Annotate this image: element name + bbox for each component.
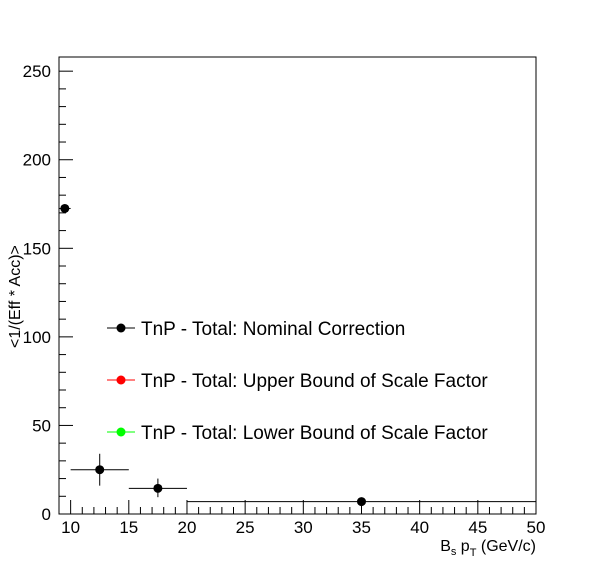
- x-tick-label: 15: [119, 518, 138, 537]
- legend-entry-nominal: TnP - Total: Nominal Correction: [107, 319, 405, 340]
- y-tick-label: 100: [23, 328, 51, 347]
- x-axis-title: Bs pT (GeV/c): [440, 538, 536, 559]
- legend-marker-upper: [116, 375, 126, 385]
- data-point: [70, 453, 129, 486]
- y-tick-label: 150: [23, 239, 51, 258]
- x-tick-label: 45: [468, 518, 487, 537]
- legend-entry-upper: TnP - Total: Upper Bound of Scale Factor: [107, 371, 488, 392]
- data-point: [128, 478, 187, 498]
- data-point: [59, 203, 71, 213]
- point-marker: [356, 497, 366, 507]
- x-tick-label: 35: [352, 518, 371, 537]
- x-tick-label: 25: [236, 518, 255, 537]
- y-tick-label: 200: [23, 151, 51, 170]
- x-tick-label: 40: [410, 518, 429, 537]
- legend: TnP - Total: Nominal Correction TnP - To…: [107, 319, 488, 444]
- legend-label-upper: TnP - Total: Upper Bound of Scale Factor: [141, 371, 488, 392]
- x-tick-label: 30: [294, 518, 313, 537]
- data-point: [186, 497, 536, 507]
- point-marker: [60, 203, 70, 213]
- y-axis-ticks: 0 50 100 150 200 250: [23, 62, 73, 524]
- y-tick-label: 0: [42, 505, 51, 524]
- plot-frame: [58, 56, 537, 515]
- data-series: [59, 203, 536, 507]
- legend-label-nominal: TnP - Total: Nominal Correction: [141, 319, 405, 340]
- y-axis-title: <1/(Eff * Acc)>: [7, 245, 24, 348]
- legend-marker-lower: [116, 427, 126, 437]
- legend-entry-lower: TnP - Total: Lower Bound of Scale Factor: [107, 423, 488, 444]
- x-tick-label: 10: [61, 518, 80, 537]
- x-tick-label: 50: [527, 518, 546, 537]
- point-marker: [153, 483, 163, 493]
- x-tick-label: 20: [178, 518, 197, 537]
- x-axis-ticks: 10 15 20 25 30 35 40 45 50: [58, 500, 546, 537]
- point-marker: [95, 465, 105, 475]
- y-tick-label: 50: [32, 416, 51, 435]
- legend-marker-nominal: [116, 323, 126, 333]
- y-tick-label: 250: [23, 62, 51, 81]
- legend-label-lower: TnP - Total: Lower Bound of Scale Factor: [141, 423, 488, 444]
